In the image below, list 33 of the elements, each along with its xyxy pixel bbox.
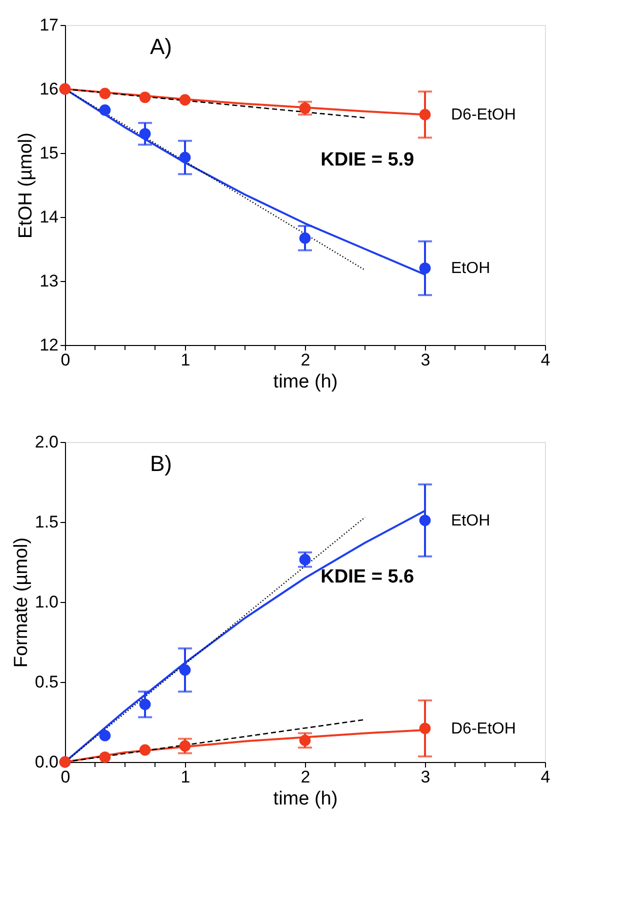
annotation: KDIE = 5.6	[320, 566, 414, 588]
y-tick-label: 17	[40, 16, 58, 34]
x-tick-label: 1	[180, 350, 190, 370]
series-label: D6-EtOH	[451, 720, 516, 738]
series-label: EtOH	[451, 512, 490, 530]
y-tick-label: 0.5	[34, 672, 58, 692]
x-axis-title: time (h)	[273, 372, 338, 392]
series-label: EtOH	[451, 260, 490, 278]
x-axis-title: time (h)	[273, 788, 338, 810]
y-tick-label: 2.0	[34, 432, 58, 452]
x-tick-label: 4	[540, 350, 550, 370]
annotation: KDIE = 5.9	[320, 149, 414, 170]
y-tick-label: 1.0	[34, 592, 58, 612]
x-tick-label: 4	[540, 768, 550, 786]
annotation: B)	[150, 451, 172, 476]
y-tick-label: 1.5	[34, 512, 58, 532]
x-tick-label: 2	[300, 350, 310, 370]
x-tick-label: 3	[420, 350, 430, 370]
x-tick-label: 0	[60, 350, 70, 370]
y-tick-label: 15	[40, 144, 58, 162]
x-tick-label: 2	[300, 768, 310, 786]
x-tick-label: 3	[420, 768, 430, 786]
y-tick-label: 14	[40, 208, 58, 226]
y-axis-title: EtOH (µmol)	[16, 132, 37, 238]
y-tick-label: 13	[40, 272, 58, 290]
y-tick-label: 12	[40, 336, 58, 354]
x-tick-label: 1	[180, 768, 190, 786]
y-axis-title: Formate (µmol)	[10, 537, 32, 668]
y-tick-label: 16	[40, 80, 58, 98]
x-tick-label: 0	[60, 768, 70, 786]
annotation: A)	[150, 34, 172, 59]
series-label: D6-EtOH	[451, 106, 516, 124]
y-tick-label: 0.0	[34, 752, 58, 772]
